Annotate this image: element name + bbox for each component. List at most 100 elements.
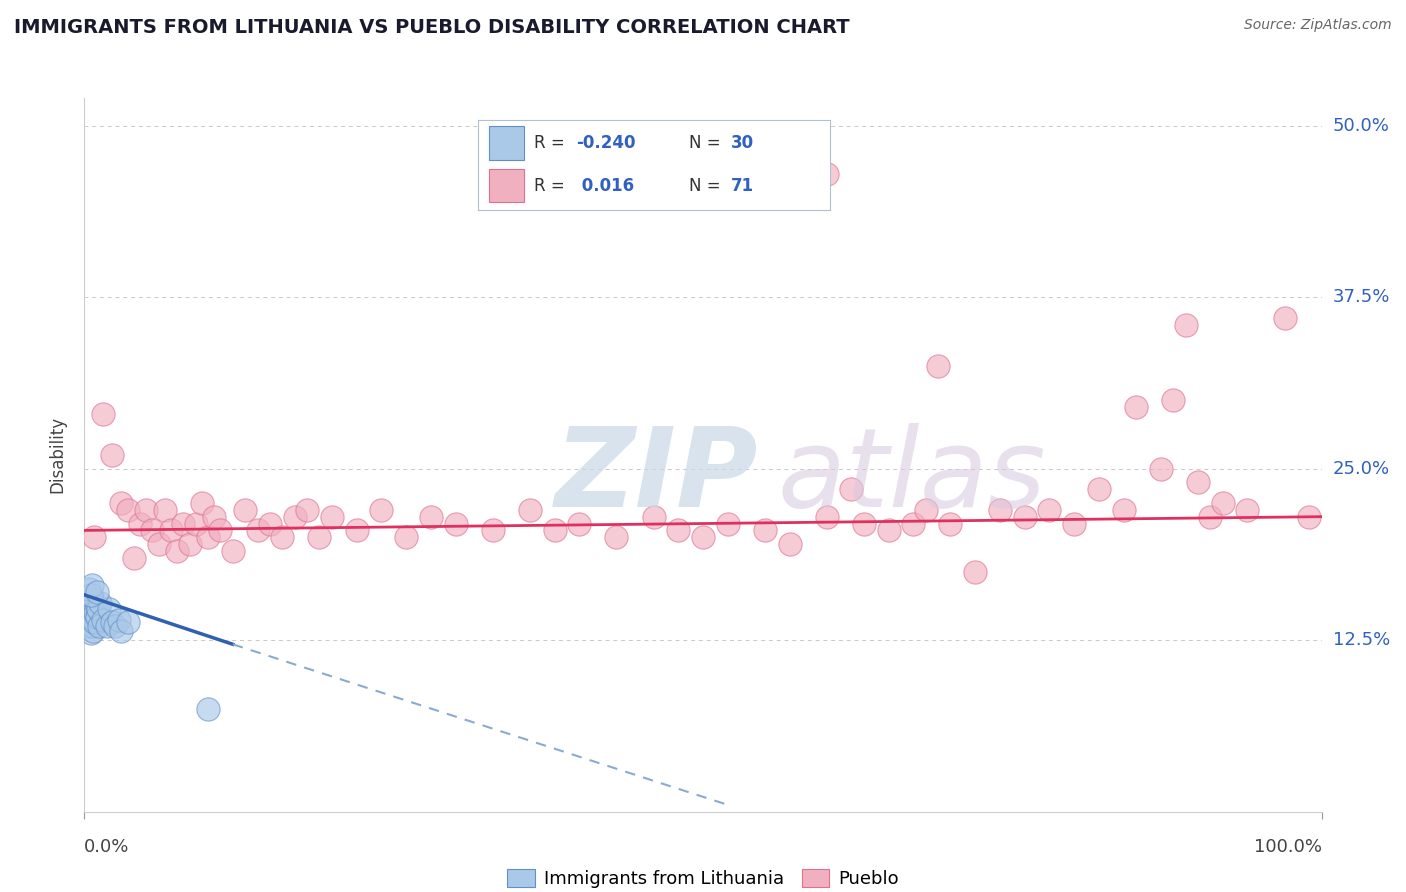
Text: N =: N = (689, 177, 725, 194)
Point (643, 509, 665, 524)
Point (184, 516, 207, 531)
Point (77, 615, 100, 630)
Point (295, 503, 318, 517)
Text: R =: R = (534, 177, 571, 194)
Bar (489, 126, 524, 160)
Point (692, 530, 714, 544)
Text: N =: N = (689, 134, 725, 152)
Point (965, 565, 987, 579)
Text: ZIP: ZIP (554, 423, 758, 530)
Text: -0.240: -0.240 (576, 134, 636, 152)
Point (91, 407, 114, 421)
Text: 30: 30 (731, 134, 754, 152)
Point (543, 524, 565, 538)
Point (82, 606, 104, 620)
Text: IMMIGRANTS FROM LITHUANIA VS PUEBLO DISABILITY CORRELATION CHART: IMMIGRANTS FROM LITHUANIA VS PUEBLO DISA… (14, 18, 849, 37)
Point (89, 596, 111, 610)
Point (83, 530, 105, 544)
Point (91, 613, 114, 627)
Point (259, 516, 281, 531)
Point (903, 516, 925, 531)
Point (104, 619, 127, 633)
Point (141, 524, 163, 538)
Text: 25.0%: 25.0% (1333, 459, 1391, 477)
Point (96, 619, 118, 633)
Text: 100.0%: 100.0% (1254, 838, 1322, 856)
Point (80, 619, 103, 633)
Point (815, 509, 838, 524)
Point (197, 702, 219, 716)
Point (197, 530, 219, 544)
Bar (489, 169, 524, 202)
Point (1212, 496, 1234, 510)
Point (1088, 482, 1111, 496)
Point (100, 615, 122, 630)
Point (79, 626, 101, 640)
Point (84, 606, 107, 620)
Point (86, 610, 108, 624)
Legend: Immigrants from Lithuania, Pueblo: Immigrants from Lithuania, Pueblo (501, 862, 905, 892)
Point (877, 524, 900, 538)
Point (1150, 461, 1173, 475)
Point (481, 524, 503, 538)
Point (284, 509, 307, 524)
Point (117, 615, 139, 630)
Point (86, 585, 108, 599)
Point (79, 582, 101, 597)
Point (110, 496, 132, 510)
Text: atlas: atlas (778, 423, 1046, 530)
Point (110, 624, 132, 638)
Point (1063, 516, 1085, 531)
Text: 12.5%: 12.5% (1333, 632, 1391, 649)
Y-axis label: Disability: Disability (48, 417, 66, 493)
Point (135, 503, 157, 517)
Text: Source: ZipAtlas.com: Source: ZipAtlas.com (1244, 18, 1392, 32)
Point (308, 530, 330, 544)
Point (666, 524, 689, 538)
Point (122, 550, 145, 565)
Point (83, 615, 105, 630)
Point (80, 578, 103, 592)
Point (346, 524, 368, 538)
Point (79, 619, 101, 633)
Point (153, 503, 176, 517)
Point (191, 496, 214, 510)
Text: 71: 71 (731, 177, 754, 194)
Point (1038, 503, 1060, 517)
Text: 0.016: 0.016 (576, 177, 634, 194)
Point (1298, 509, 1320, 524)
Point (271, 530, 294, 544)
Point (83, 613, 105, 627)
Point (246, 524, 269, 538)
Point (419, 509, 441, 524)
Point (98, 601, 121, 615)
Point (395, 530, 418, 544)
Point (568, 516, 591, 531)
Point (1112, 503, 1135, 517)
Point (222, 544, 245, 558)
Text: R =: R = (534, 134, 571, 152)
Point (1236, 503, 1258, 517)
Point (108, 613, 131, 627)
Point (939, 516, 962, 531)
Point (172, 516, 194, 531)
Point (117, 503, 139, 517)
Point (79, 588, 101, 602)
Point (717, 516, 740, 531)
Point (815, 167, 838, 181)
Point (754, 524, 776, 538)
Point (1174, 318, 1197, 332)
Point (1125, 400, 1147, 414)
Point (519, 503, 541, 517)
Point (927, 359, 949, 373)
Text: 37.5%: 37.5% (1333, 288, 1391, 306)
Point (148, 537, 170, 551)
Point (1014, 509, 1036, 524)
Point (129, 516, 152, 531)
Point (179, 537, 201, 551)
Point (100, 448, 122, 462)
Point (160, 524, 183, 538)
Point (1187, 475, 1209, 490)
Point (1199, 509, 1222, 524)
Point (370, 503, 392, 517)
